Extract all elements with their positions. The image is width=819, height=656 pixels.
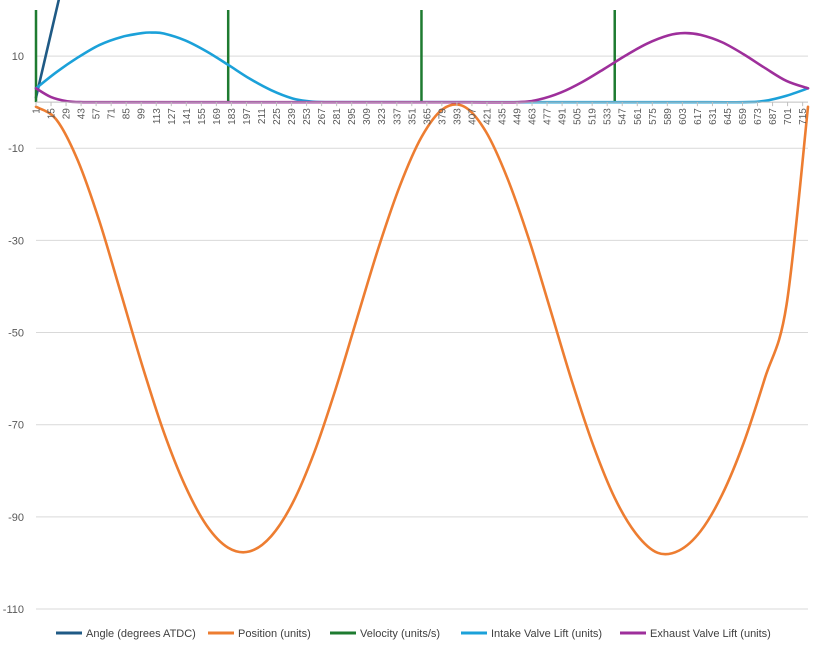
x-tick-label: 127 [167, 108, 178, 125]
x-tick-label: 351 [407, 108, 418, 125]
x-tick-label: 267 [317, 108, 328, 125]
y-tick-label: -70 [8, 420, 24, 432]
x-tick-label: 211 [257, 108, 268, 124]
x-tick-label: 561 [633, 108, 644, 125]
legend-item-intake-valve-lift-units: Intake Valve Lift (units) [461, 628, 602, 640]
legend-label: Position (units) [238, 628, 311, 640]
x-tick-label: 505 [573, 108, 584, 125]
x-tick-label: 659 [738, 108, 749, 125]
legend-item-angle-degrees-atdc: Angle (degrees ATDC) [56, 628, 196, 640]
x-tick-label: 337 [392, 108, 403, 125]
y-tick-label: -110 [3, 604, 24, 616]
x-tick-label: 449 [513, 108, 524, 125]
x-tick-label: 589 [663, 108, 674, 125]
y-tick-label: 10 [12, 51, 24, 63]
x-tick-label: 491 [558, 108, 569, 125]
y-tick-label: -10 [8, 143, 24, 155]
x-tick-label: 309 [362, 108, 373, 125]
legend-item-position-units: Position (units) [208, 628, 311, 640]
x-tick-label: 617 [693, 108, 704, 125]
x-tick-label: 253 [302, 108, 313, 125]
x-tick-label: 71 [107, 108, 118, 120]
legend-label: Intake Valve Lift (units) [491, 628, 602, 640]
x-tick-label: 603 [678, 108, 689, 125]
x-tick-label: 29 [62, 108, 73, 120]
x-tick-label: 225 [272, 108, 283, 125]
x-tick-label: 15 [47, 108, 58, 120]
x-tick-label: 673 [753, 108, 764, 125]
legend-item-exhaust-valve-lift-units: Exhaust Valve Lift (units) [620, 628, 771, 640]
x-tick-label: 687 [768, 108, 779, 125]
legend-label: Angle (degrees ATDC) [86, 628, 196, 640]
x-tick-label: 715 [798, 108, 809, 125]
x-axis: 1 15 29 43 57 71 85 99 113 127 141 155 169 183 197 211 2… [32, 101, 809, 125]
x-tick-label: 701 [783, 108, 794, 125]
legend: Angle (degrees ATDC) Position (units) Velo… [56, 628, 771, 640]
x-tick-label: 113 [152, 108, 163, 124]
x-tick-label: 295 [347, 108, 358, 125]
x-tick-label: 85 [122, 108, 133, 120]
x-tick-label: 645 [723, 108, 734, 125]
x-tick-label: 281 [332, 108, 343, 125]
x-tick-label: 547 [618, 108, 629, 125]
x-tick-label: 575 [648, 108, 659, 125]
series-line-angle-degrees-atdc [34, 0, 61, 99]
x-tick-label: 421 [482, 108, 493, 125]
x-tick-label: 365 [422, 108, 433, 125]
y-axis-ticks: 10 -10 -30 -50 -70 -90 -110 [3, 51, 24, 616]
legend-item-velocity-units-s: Velocity (units/s) [330, 628, 440, 640]
x-tick-label: 631 [708, 108, 719, 125]
x-tick-label: 477 [543, 108, 554, 125]
x-tick-label: 379 [437, 108, 448, 125]
x-tick-label: 169 [212, 108, 223, 125]
x-tick-label: 141 [182, 108, 193, 125]
x-tick-label: 197 [242, 108, 253, 125]
x-tick-label: 99 [137, 108, 148, 120]
x-tick-label: 239 [287, 108, 298, 125]
x-tick-label: 393 [452, 108, 463, 125]
gridlines [36, 55, 808, 610]
x-tick-label: 407 [467, 108, 478, 125]
legend-label: Exhaust Valve Lift (units) [650, 628, 771, 640]
y-tick-label: -50 [8, 328, 24, 340]
x-tick-label: 43 [77, 108, 88, 120]
x-tick-label: 533 [603, 108, 614, 125]
series-lines [34, 0, 810, 556]
x-tick-label: 435 [497, 108, 508, 125]
x-tick-label: 155 [197, 108, 208, 125]
legend-label: Velocity (units/s) [360, 628, 440, 640]
x-tick-label: 323 [377, 108, 388, 125]
x-tick-label: 183 [227, 108, 238, 125]
x-tick-label: 463 [528, 108, 539, 125]
y-tick-label: -90 [8, 512, 24, 524]
x-tick-label: 57 [92, 108, 103, 120]
y-tick-label: -30 [8, 235, 24, 247]
x-tick-label: 1 [32, 108, 43, 114]
series-line-position-units [34, 103, 810, 556]
x-tick-label: 519 [588, 108, 599, 125]
